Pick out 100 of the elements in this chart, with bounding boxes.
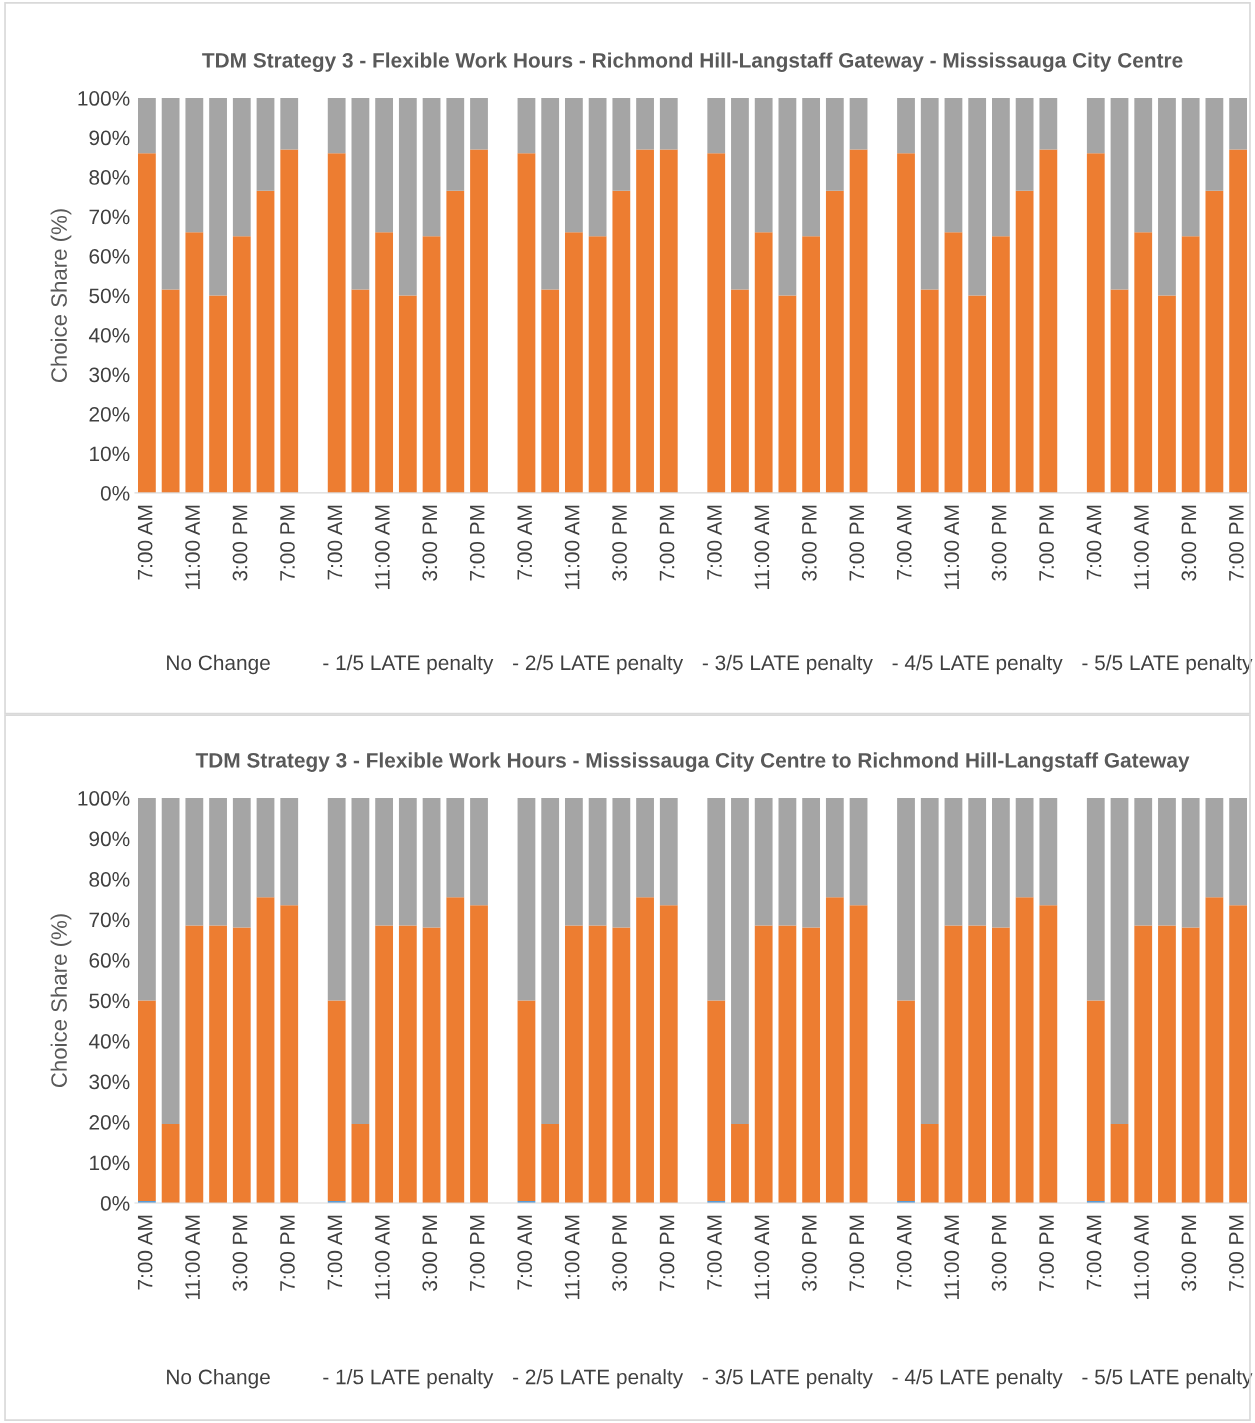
bar (825, 798, 844, 898)
y-tick-label: 10% (90, 446, 130, 462)
bar (1181, 927, 1200, 1203)
y-axis-title: Choice Share (%) (50, 209, 72, 383)
x-tick-label: 7:00 AM (1086, 1215, 1102, 1290)
bar (422, 236, 441, 493)
bar (944, 798, 963, 926)
bar (1158, 798, 1176, 926)
x-tick-label: 7:00 AM (517, 505, 533, 580)
bar (351, 98, 370, 290)
bar (280, 905, 299, 1203)
y-tick-label: 40% (88, 327, 130, 343)
x-tick-label: 3:00 PM (612, 505, 627, 581)
y-tick-label: 40% (88, 1034, 130, 1049)
bar (422, 798, 441, 928)
y-tick-label: 60% (89, 953, 130, 968)
y-tick-label: 20% (89, 1115, 130, 1130)
bar (920, 798, 939, 1125)
bar (944, 925, 963, 1203)
text: - 3/5 LATE penalty (702, 654, 873, 675)
bar (398, 925, 417, 1203)
x-tick-label: 7:00 AM (707, 1215, 722, 1290)
x-tick-label: 7:00 PM (659, 505, 675, 581)
bar (920, 289, 939, 493)
x-tick-label: 3:00 PM (1181, 1215, 1197, 1291)
x-tick-label: 3:00 PM (612, 1215, 627, 1291)
x-tick-label: 11:00 AM (374, 1215, 390, 1300)
y-tick-label: 50% (89, 288, 130, 304)
bar (1134, 232, 1153, 493)
bar (375, 798, 394, 926)
text: - 5/5 LATE penalty (1082, 654, 1253, 675)
bar (731, 798, 749, 1125)
bar (1110, 798, 1129, 1125)
bar (1015, 98, 1034, 191)
bar (802, 798, 821, 928)
bar (280, 98, 299, 150)
x-tick-label: 7:00 PM (1039, 1215, 1054, 1291)
bar (968, 925, 987, 1203)
x-tick-label: 7:00 AM (896, 1215, 912, 1290)
bar (256, 798, 275, 898)
bar (968, 798, 987, 926)
bar (992, 98, 1010, 237)
bar (1158, 295, 1176, 493)
bar (1039, 798, 1058, 906)
x-tick-label: 3:00 PM (232, 505, 248, 581)
bar (351, 289, 370, 493)
x-tick-label: 11:00 AM (185, 505, 200, 589)
bar (825, 98, 844, 191)
bar (659, 98, 678, 150)
bar (541, 798, 560, 1125)
bar (944, 232, 963, 493)
x-tick-label: 7:00 PM (659, 1215, 675, 1291)
bar (209, 98, 227, 296)
y-tick-label: 90% (89, 130, 130, 146)
bar (1229, 798, 1248, 906)
bar (992, 927, 1010, 1203)
bar (1086, 798, 1105, 1001)
x-tick-label: 7:00 PM (849, 505, 865, 581)
bar (280, 149, 299, 493)
chart-title: TDM Strategy 3 - Flexible Work Hours - Mississauga City Centre to Richmond Hill-Langstaff Gateway (195, 752, 1190, 772)
bar (541, 98, 560, 290)
bar (897, 798, 915, 1001)
text: No Change (167, 654, 270, 675)
text: - 4/5 LATE penalty (892, 654, 1063, 675)
x-tick-label: 7:00 PM (1228, 505, 1244, 581)
x-tick-label: 3:00 PM (422, 505, 438, 581)
text: - 1/5 LATE penalty (323, 654, 494, 675)
bar (1110, 98, 1129, 290)
x-tick-label: 7:00 AM (517, 1215, 533, 1290)
bar (565, 798, 583, 926)
bar (754, 232, 773, 493)
bar (185, 232, 204, 493)
x-tick-label: 7:00 AM (707, 505, 722, 580)
bar (375, 925, 394, 1203)
bar (1039, 905, 1058, 1203)
bar (1015, 190, 1034, 493)
bar (138, 798, 156, 1001)
y-tick-label: 0% (100, 485, 130, 501)
y-tick-label: 90% (89, 831, 130, 847)
x-tick-label: 7:00 PM (469, 1215, 485, 1291)
bar (375, 232, 394, 493)
bar (185, 925, 204, 1203)
bar (161, 289, 180, 493)
x-tick-label: 3:00 PM (422, 1215, 438, 1291)
bar (1134, 98, 1153, 233)
x-tick-label: 3:00 PM (801, 505, 817, 581)
bar (232, 798, 251, 928)
bar (731, 1124, 749, 1203)
bar (232, 236, 251, 493)
bar (517, 798, 536, 1001)
bar (517, 153, 536, 493)
bar (612, 927, 631, 1203)
bar (707, 98, 726, 154)
bar (992, 798, 1010, 928)
x-tick-label: 7:00 AM (327, 1215, 343, 1290)
text: - 3/5 LATE penalty (702, 1369, 873, 1389)
bar (754, 798, 773, 926)
x-tick-label: 7:00 PM (469, 505, 485, 581)
bar (731, 289, 749, 493)
x-tick-label: 7:00 AM (137, 1215, 153, 1290)
